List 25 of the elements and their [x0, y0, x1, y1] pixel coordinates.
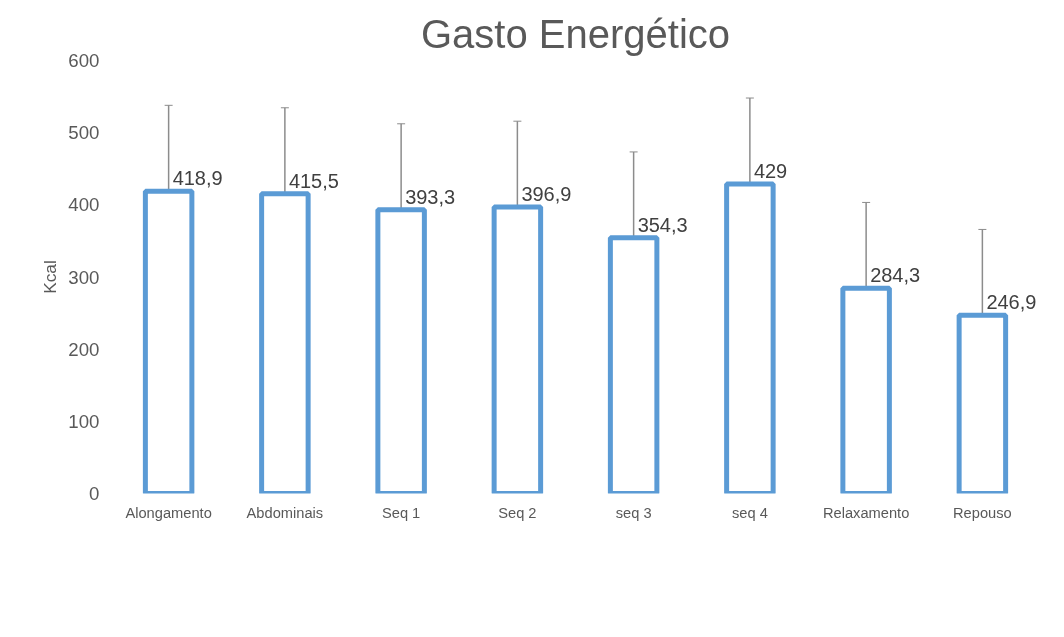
x-tick-label: seq 3: [615, 504, 652, 521]
y-tick-label: 600: [68, 50, 100, 71]
y-tick-label: 0: [89, 483, 100, 504]
x-tick-label: Relaxamento: [822, 504, 910, 521]
data-label: 246,9: [986, 291, 1037, 314]
x-tick-label: Alongamento: [125, 504, 212, 521]
x-tick-label: seq 4: [731, 504, 768, 521]
y-tick-label: 500: [68, 122, 100, 144]
x-tick-label: Seq 1: [381, 504, 421, 521]
y-tick-label: 300: [68, 266, 100, 288]
data-label: 284,3: [870, 264, 921, 287]
data-label: 418,9: [172, 167, 223, 190]
y-tick-label: 100: [68, 410, 100, 432]
data-label: 415,5: [288, 169, 339, 192]
data-label: 393,3: [405, 185, 456, 208]
chart-title: Gasto Energético: [420, 11, 731, 56]
y-tick-label: 200: [68, 338, 100, 360]
data-label: 354,3: [637, 213, 688, 236]
y-tick-label: 400: [68, 194, 100, 216]
y-axis-title: Kcal: [40, 260, 61, 294]
x-tick-label: Seq 2: [498, 504, 537, 521]
x-tick-label: Repouso: [953, 504, 1012, 521]
x-tick-label: Abdominais: [246, 504, 324, 521]
data-label: 429: [753, 159, 788, 182]
data-label: 396,9: [521, 183, 572, 206]
